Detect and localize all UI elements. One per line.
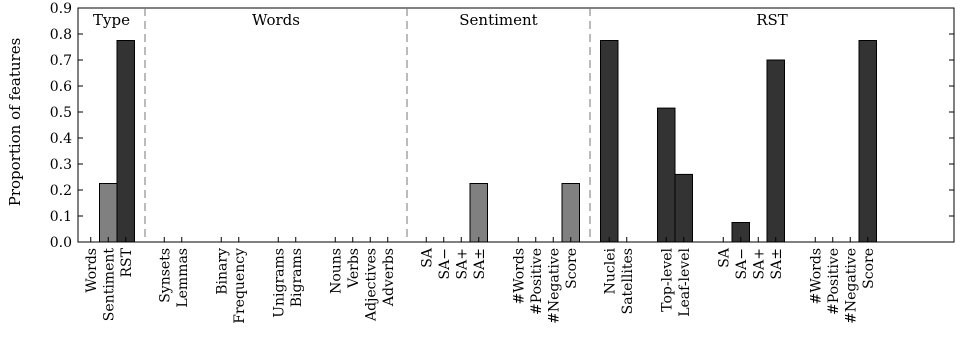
x-tick-label: Binary [214, 248, 230, 295]
section-title: Type [93, 11, 130, 29]
plot-frame [77, 7, 955, 243]
y-tick-label: 0.8 [50, 27, 72, 43]
x-tick-label: #Words [511, 248, 527, 304]
x-tick-label: Verbs [346, 248, 362, 289]
y-axis-title-group: Proportion of features [6, 38, 24, 207]
x-tick-label: #Words [808, 248, 824, 304]
y-tick-label: 0.1 [50, 209, 72, 225]
x-tick-label: Unigrams [271, 248, 287, 318]
x-tick-label: Frequency [232, 248, 248, 324]
y-tick-label: 0.4 [50, 131, 72, 147]
x-tick-label: Sentiment [101, 248, 117, 322]
y-tick-label: 0.2 [50, 183, 72, 199]
bar [116, 40, 135, 243]
x-tick-label: SA [419, 247, 435, 268]
section-title: Sentiment [459, 11, 537, 29]
bar [858, 40, 877, 243]
bar [99, 183, 118, 243]
x-tick-label: Words [84, 248, 100, 293]
x-tick-label: Leaf-level [677, 247, 693, 316]
x-tick-label: #Positive [826, 248, 842, 315]
x-tick-label: Score [564, 248, 580, 289]
x-tick-label: Nouns [328, 248, 344, 294]
bar [674, 173, 693, 243]
x-tick-label: SA± [472, 248, 488, 279]
section-title: RST [756, 11, 788, 29]
y-tick-label: 0.7 [50, 53, 72, 69]
x-tick-label: SA− [734, 248, 750, 279]
y-tick-label: 0.0 [50, 235, 72, 251]
x-tick-label: SA+ [454, 248, 470, 279]
y-tick-label: 0.6 [50, 79, 72, 95]
bar [561, 183, 580, 243]
x-tick-label: #Positive [529, 248, 545, 315]
x-tick-label: Score [861, 248, 877, 289]
bar [657, 107, 676, 243]
x-tick-label: Adverbs [381, 248, 397, 307]
x-tick-label: Satellites [620, 248, 636, 314]
x-tick-label: Bigrams [289, 248, 305, 307]
y-tick-label: 0.3 [50, 157, 72, 173]
x-tick-label: SA+ [751, 248, 767, 279]
x-tick-label: #Negative [546, 248, 562, 324]
y-axis-label: Proportion of features [6, 38, 24, 207]
x-tick-label: SA− [437, 248, 453, 279]
x-tick-label: Adjectives [363, 248, 379, 322]
section-title: Words [252, 11, 300, 29]
x-tick-label: SA [716, 247, 732, 268]
y-tick-label: 0.9 [50, 1, 72, 17]
x-tick-label: Synsets [157, 248, 173, 303]
x-tick-label: #Negative [843, 248, 859, 324]
bar [469, 183, 488, 243]
bar [600, 40, 619, 243]
x-tick-label: Lemmas [175, 248, 191, 308]
x-tick-label: Top-level [659, 247, 675, 311]
x-tick-label: SA± [769, 248, 785, 279]
bar [766, 59, 785, 243]
x-tick-label: RST [119, 247, 135, 277]
y-tick-label: 0.5 [50, 105, 72, 121]
x-tick-label: Nuclei [602, 247, 618, 294]
